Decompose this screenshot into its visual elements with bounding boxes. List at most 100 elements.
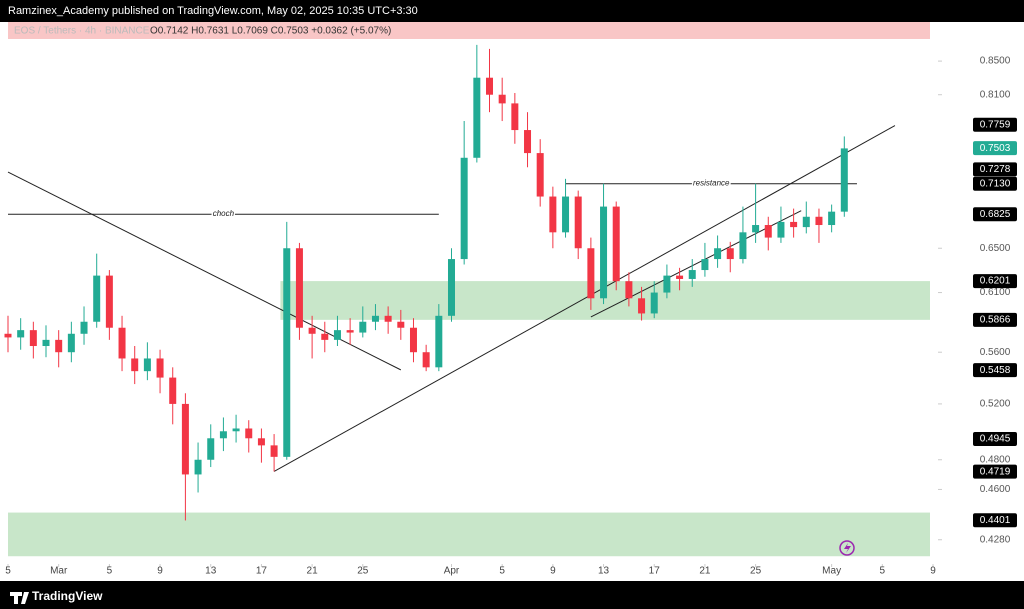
price-tag [973,117,1017,132]
candle-body [131,358,139,372]
candle-body [524,130,532,154]
candle-body [511,103,519,131]
candle-body [156,358,164,378]
y-tick-label: 0.6500 [980,243,1011,254]
price-tag-label: 0.7503 [980,143,1011,154]
symbol: EOS / Tethers · 4h · BINANCE [14,26,150,37]
candle-body [42,339,50,347]
candle-body [371,315,379,322]
level-label: choch [213,209,235,218]
candle-body [562,196,570,233]
candle-body [321,333,329,340]
x-tick-label: 9 [157,566,163,577]
candle-body [600,206,608,299]
axes: 0.8500 0.8100 0.6500 0.6100 0.5600 0.5200 0.48… [5,22,1024,581]
candle-body [625,281,633,299]
price-tag [973,207,1017,222]
price-tag-label: 0.4401 [980,515,1011,526]
candle-body [422,352,430,368]
candle-body [118,327,126,359]
price-tag-label: 0.5866 [980,314,1011,325]
candle-body [688,270,696,279]
header: Ramzinex_Academy published on TradingVie… [8,5,418,17]
candle-body [359,321,367,333]
x-tick-label: 25 [357,566,369,577]
x-tick-label: Apr [444,566,460,577]
y-tick-label: 0.5200 [980,399,1011,410]
candle-body [460,157,468,260]
logo [10,592,29,604]
x-tick-label: 5 [499,566,505,577]
level-label: resistance [693,178,730,187]
plot: choch resistance [4,44,930,557]
x-tick-label: 5 [107,566,113,577]
zone [8,512,930,557]
candle-body [777,221,785,238]
x-tick-label: 9 [930,566,936,577]
price-tag-label: 0.7130 [980,178,1011,189]
price-tag [973,513,1017,528]
price-tag [973,431,1017,446]
candle-body [840,148,848,212]
candle-body [55,339,63,353]
brand: TradingView [32,589,103,603]
candle-body [574,196,582,249]
x-tick-label: 9 [550,566,556,577]
y-tick-label: 0.8100 [980,89,1011,100]
candle-body [726,248,734,260]
candle-body [486,77,494,95]
candle-body [384,315,392,322]
price-tag [973,464,1017,479]
candle-body [4,333,12,338]
candle-body [105,275,113,328]
price-axis-bg [938,22,1024,581]
candle-body [270,445,278,457]
candle-body [815,216,823,226]
candle-body [498,94,506,104]
alert-bolt [844,543,851,553]
price-tag-label: 0.6825 [980,209,1011,220]
alert-icon[interactable] [839,540,855,556]
y-tick-label: 0.4280 [980,534,1011,545]
candle-body [650,292,658,314]
candle-body [739,232,747,260]
candle-body [283,248,291,457]
candle-body [257,438,265,446]
x-tick-label: Mar [50,566,68,577]
x-tick-label: 21 [307,566,319,577]
price-tag [973,312,1017,327]
price-tag [973,274,1017,289]
candle-body [93,275,101,322]
x-tick-label: 25 [750,566,762,577]
candle-body [536,153,544,197]
price-tag [973,162,1017,177]
candle-body [295,248,303,328]
candle-body [219,431,227,439]
candle-body [612,206,620,282]
y-tick-label: 0.4600 [980,484,1011,495]
candle-body [80,321,88,334]
candle-body [473,77,481,158]
candle-body [397,321,405,328]
candle-body [676,275,684,279]
candle-body [245,428,253,439]
candle-body [764,225,772,238]
candle-body [169,377,177,404]
candle-body [67,333,75,353]
ohlc: O0.7142 H0.7631 L0.7069 C0.7503 +0.0362 … [150,26,391,37]
y-tick-label: 0.5600 [980,347,1011,358]
candle-body [663,275,671,293]
candle-body [828,211,836,226]
x-tick-label: 21 [699,566,711,577]
candle-body [232,428,240,432]
price-tag-label: 0.7759 [980,119,1011,130]
price-tag-label: 0.4945 [980,434,1011,445]
price-tag [973,176,1017,191]
x-tick-label: May [822,566,841,577]
trendline [273,125,896,472]
price-tag-label: 0.7278 [980,164,1011,175]
price-tag-label: 0.5458 [980,365,1011,376]
candle-body [714,248,722,260]
